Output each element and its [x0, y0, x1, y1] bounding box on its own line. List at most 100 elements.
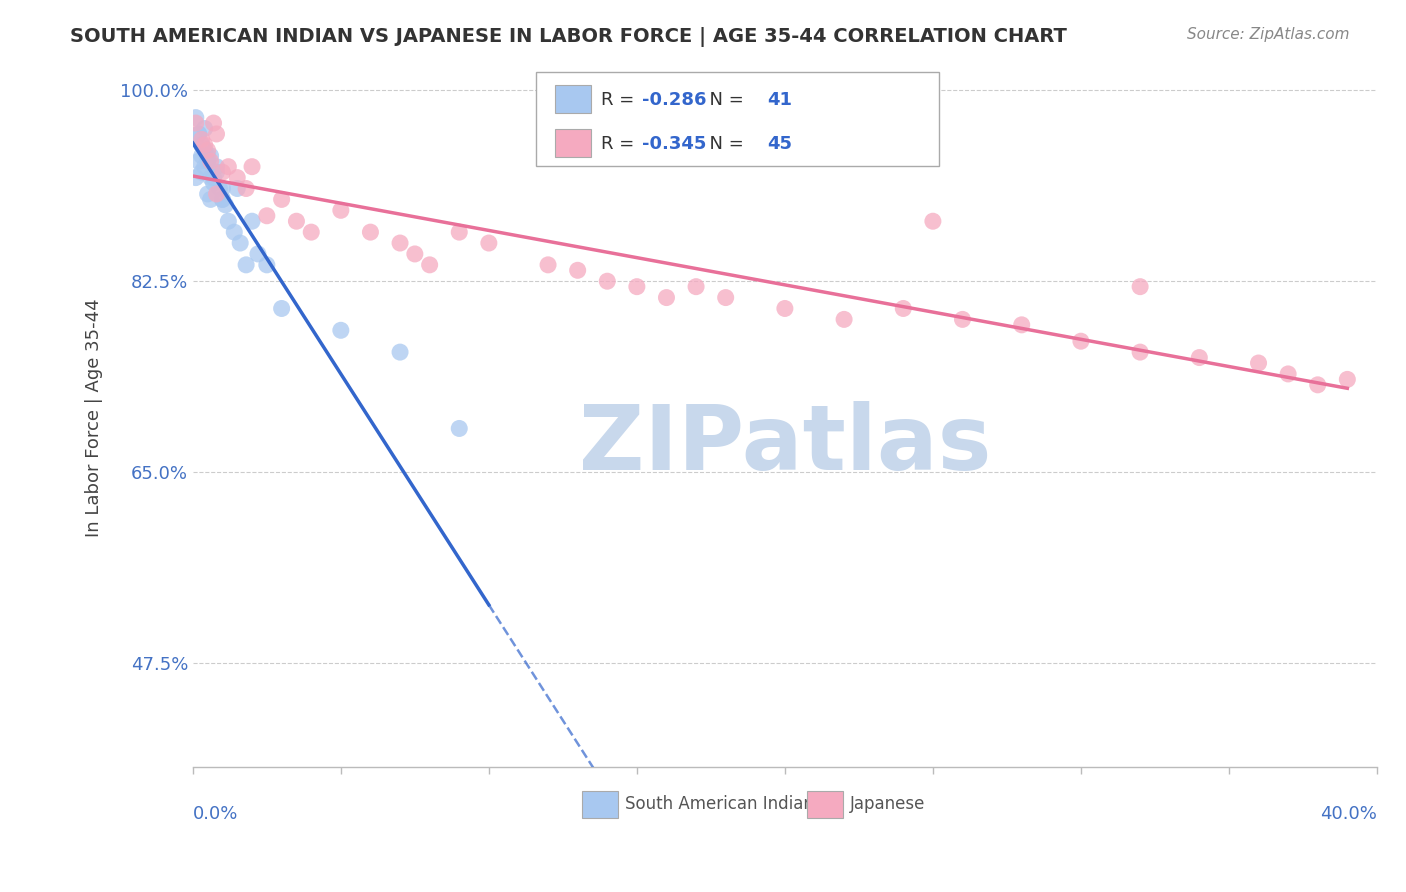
Text: ZIPatlas: ZIPatlas	[579, 401, 991, 490]
Point	[211, 165, 233, 179]
Point	[190, 137, 212, 152]
Point	[270, 301, 292, 316]
Point	[449, 421, 471, 435]
Point	[217, 214, 239, 228]
Point	[256, 209, 278, 223]
Point	[246, 247, 269, 261]
Point	[1306, 377, 1329, 392]
Point	[685, 279, 707, 293]
Point	[1336, 372, 1358, 386]
Point	[655, 291, 678, 305]
Text: 0.0%: 0.0%	[193, 805, 238, 823]
Point	[190, 137, 212, 152]
Point	[270, 193, 292, 207]
Point	[200, 193, 222, 207]
Point	[832, 312, 855, 326]
Point	[197, 154, 219, 169]
Point	[202, 170, 225, 185]
Point	[449, 225, 471, 239]
Point	[194, 144, 217, 158]
FancyBboxPatch shape	[536, 72, 939, 166]
Point	[184, 111, 207, 125]
Point	[197, 186, 219, 201]
Point	[214, 198, 236, 212]
Point	[537, 258, 560, 272]
Point	[205, 127, 228, 141]
Point	[202, 176, 225, 190]
Point	[187, 127, 209, 141]
Point	[240, 214, 263, 228]
Point	[1129, 345, 1152, 359]
Point	[226, 170, 249, 185]
Text: R =: R =	[602, 91, 640, 109]
Point	[1247, 356, 1270, 370]
Text: N =: N =	[699, 135, 749, 153]
Point	[567, 263, 589, 277]
Point	[891, 301, 914, 316]
Point	[922, 214, 945, 228]
Point	[197, 144, 219, 158]
Point	[1188, 351, 1211, 365]
Text: R =: R =	[602, 135, 640, 153]
Point	[229, 235, 252, 250]
Text: Source: ZipAtlas.com: Source: ZipAtlas.com	[1187, 27, 1350, 42]
Point	[208, 181, 231, 195]
Point	[285, 214, 308, 228]
Text: 40.0%: 40.0%	[1320, 805, 1376, 823]
Point	[235, 258, 257, 272]
Point	[190, 149, 212, 163]
Point	[190, 132, 212, 146]
Point	[184, 116, 207, 130]
Text: SOUTH AMERICAN INDIAN VS JAPANESE IN LABOR FORCE | AGE 35-44 CORRELATION CHART: SOUTH AMERICAN INDIAN VS JAPANESE IN LAB…	[70, 27, 1067, 46]
Point	[419, 258, 441, 272]
Point	[389, 235, 412, 250]
Point	[217, 160, 239, 174]
Point	[211, 193, 233, 207]
Text: -0.345: -0.345	[641, 135, 706, 153]
Point	[1277, 367, 1299, 381]
Point	[211, 181, 233, 195]
Point	[404, 247, 426, 261]
FancyBboxPatch shape	[807, 791, 844, 818]
Point	[202, 116, 225, 130]
Point	[197, 149, 219, 163]
FancyBboxPatch shape	[555, 86, 591, 113]
Point	[478, 792, 501, 806]
Text: -0.286: -0.286	[641, 91, 706, 109]
Point	[299, 225, 322, 239]
Point	[187, 127, 209, 141]
Point	[235, 181, 257, 195]
Point	[240, 160, 263, 174]
Point	[200, 149, 222, 163]
Point	[205, 160, 228, 174]
Point	[952, 312, 974, 326]
Point	[194, 137, 217, 152]
Point	[626, 279, 648, 293]
Point	[194, 121, 217, 136]
Point	[190, 165, 212, 179]
Text: South American Indians: South American Indians	[626, 796, 823, 814]
Point	[194, 160, 217, 174]
Point	[256, 258, 278, 272]
Point	[187, 154, 209, 169]
Y-axis label: In Labor Force | Age 35-44: In Labor Force | Age 35-44	[86, 298, 103, 537]
Point	[773, 301, 796, 316]
Point	[226, 181, 249, 195]
Text: 41: 41	[768, 91, 792, 109]
Text: N =: N =	[699, 91, 749, 109]
Point	[359, 225, 381, 239]
Text: Japanese: Japanese	[851, 796, 925, 814]
Point	[329, 203, 352, 218]
Point	[596, 274, 619, 288]
Point	[1070, 334, 1092, 349]
Point	[205, 165, 228, 179]
Point	[205, 186, 228, 201]
Point	[200, 170, 222, 185]
Point	[211, 193, 233, 207]
FancyBboxPatch shape	[555, 129, 591, 157]
Point	[389, 345, 412, 359]
Point	[184, 170, 207, 185]
Point	[1011, 318, 1033, 332]
Point	[1129, 279, 1152, 293]
FancyBboxPatch shape	[582, 791, 617, 818]
